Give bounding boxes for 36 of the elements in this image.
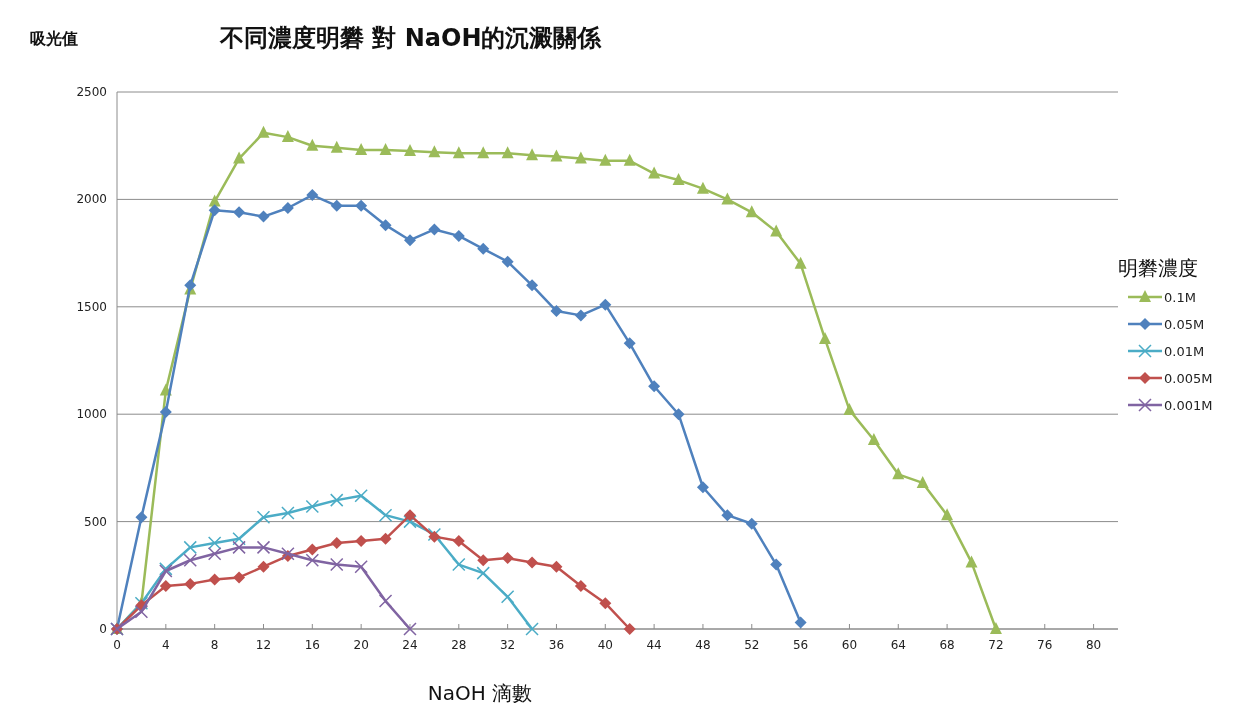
x-tick-label: 44 (646, 638, 662, 652)
x-tick-label: 40 (597, 638, 613, 652)
x-tick-label: 28 (451, 638, 467, 652)
x-tick-label: 64 (890, 638, 906, 652)
y-tick-label: 2500 (76, 85, 107, 99)
x-tick-label: 16 (304, 638, 320, 652)
legend-title: 明礬濃度 (1118, 256, 1198, 280)
x-tick-label: 32 (499, 638, 516, 652)
x-tick-label: 20 (353, 638, 369, 652)
legend-label: 0.05M (1164, 317, 1205, 332)
y-tick-label: 500 (84, 514, 107, 529)
x-tick-label: 52 (744, 638, 760, 652)
x-tick-label: 76 (1037, 638, 1053, 652)
x-tick-label: 36 (548, 638, 565, 652)
x-tick-label: 68 (939, 638, 955, 652)
legend-label: 0.005M (1164, 371, 1213, 386)
legend-label: 0.01M (1164, 344, 1205, 359)
x-tick-label: 80 (1085, 638, 1102, 652)
x-tick-label: 0 (113, 638, 121, 652)
legend-label: 0.001M (1164, 398, 1213, 413)
x-tick-label: 24 (402, 638, 418, 652)
y-axis-title: 吸光值 (30, 29, 78, 48)
x-tick-label: 60 (841, 638, 858, 652)
x-tick-label: 72 (988, 638, 1004, 652)
legend-label: 0.1M (1164, 290, 1196, 305)
x-tick-label: 12 (255, 638, 272, 652)
chart-title: 不同濃度明礬 對 NaOH的沉澱關係 (219, 24, 603, 52)
y-tick-label: 0 (99, 622, 107, 636)
x-tick-label: 56 (792, 638, 809, 652)
x-tick-label: 8 (210, 638, 219, 652)
y-tick-label: 1000 (76, 407, 107, 422)
y-tick-label: 2000 (76, 192, 107, 207)
x-tick-label: 4 (162, 638, 170, 652)
y-tick-label: 1500 (76, 299, 107, 314)
x-tick-label: 48 (695, 638, 711, 652)
x-axis-title: NaOH 滴數 (427, 681, 533, 705)
